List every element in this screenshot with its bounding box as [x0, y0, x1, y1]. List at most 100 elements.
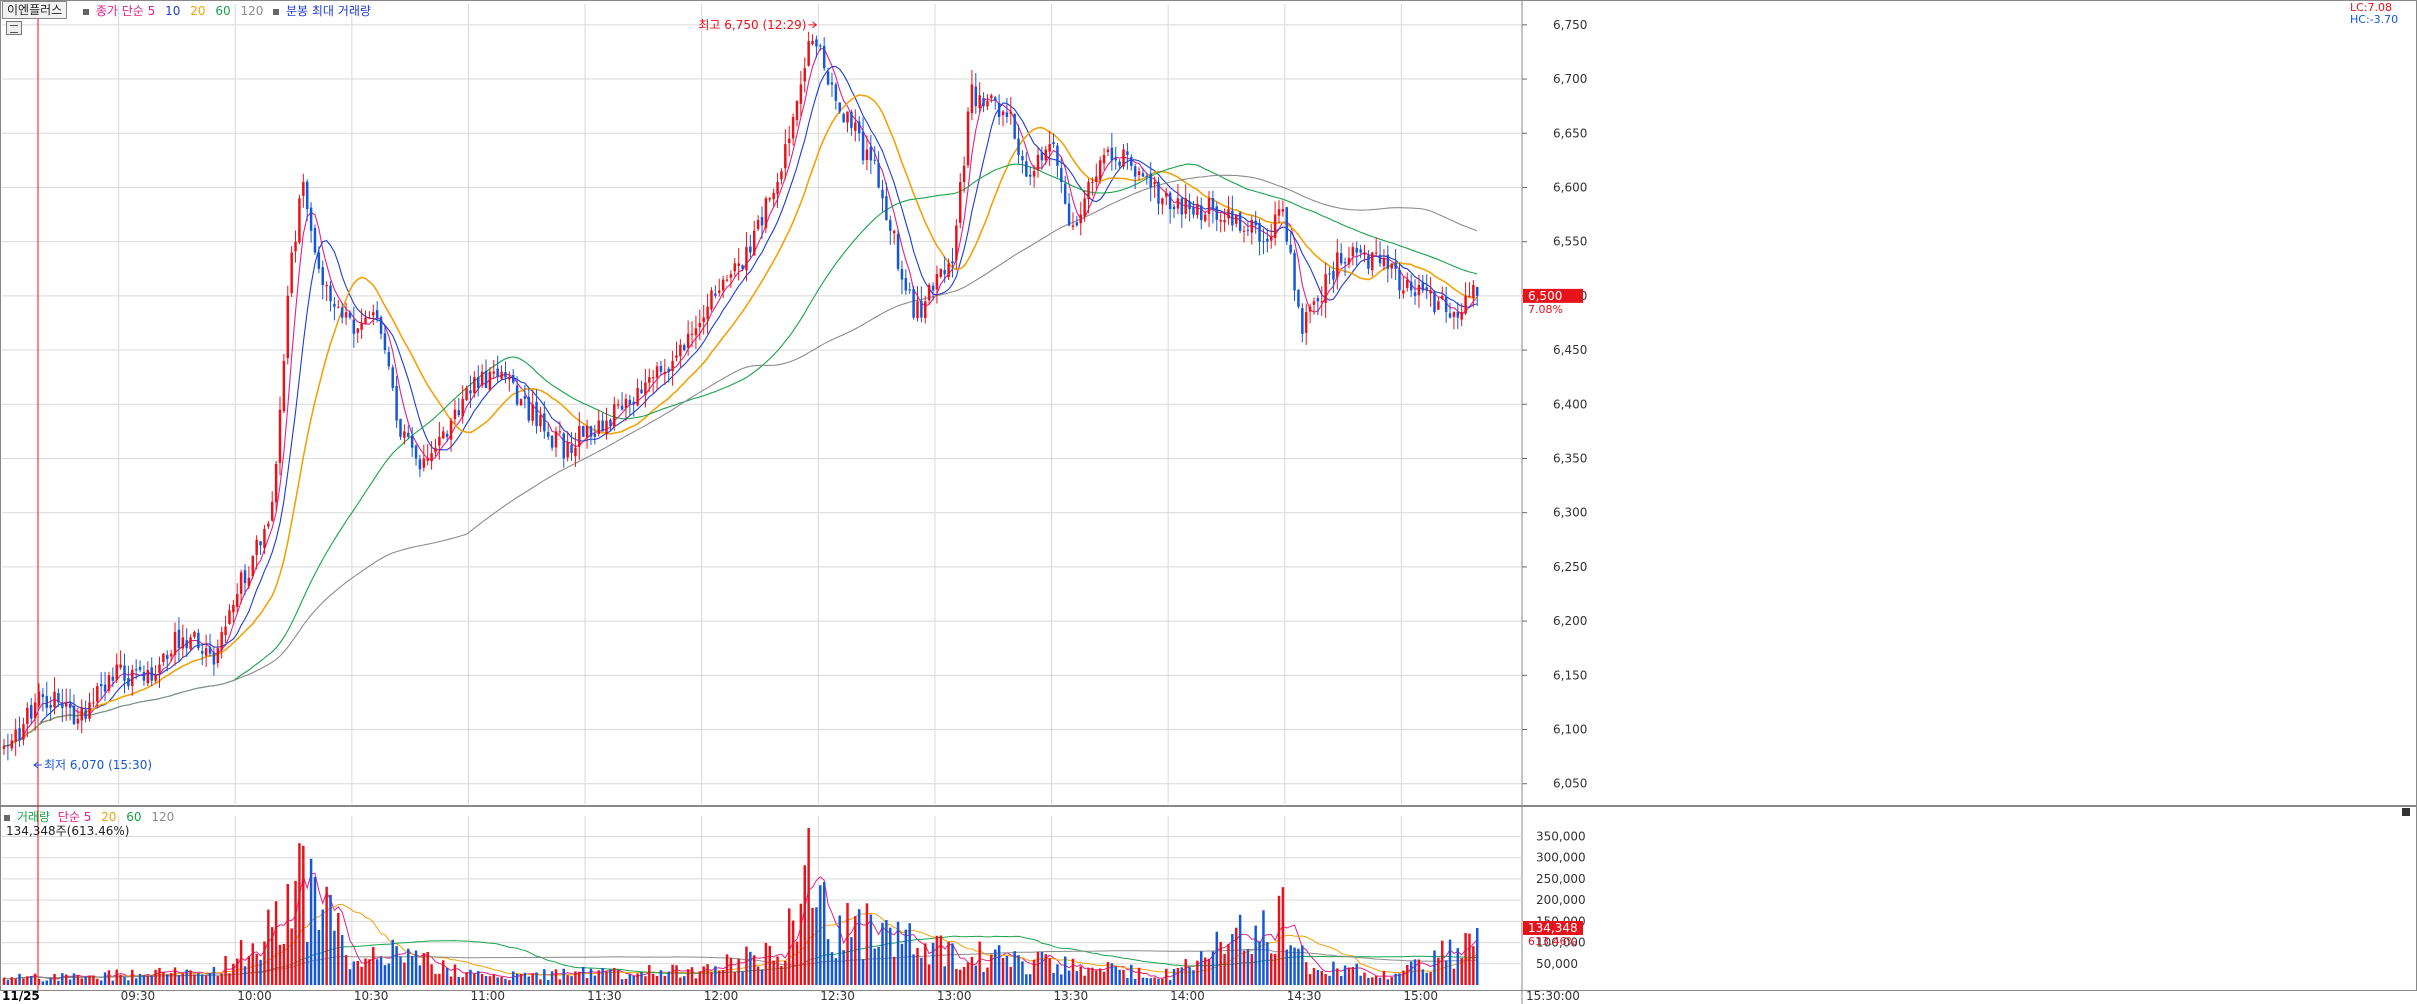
volume-bar [243, 966, 247, 985]
volume-bar [263, 941, 266, 985]
pane-toggle-icon[interactable] [2402, 808, 2410, 816]
volume-bar [721, 969, 725, 985]
candle-body [430, 453, 433, 462]
candle-body [1281, 209, 1285, 212]
volume-bar [29, 976, 33, 985]
volume-bar [2, 977, 6, 985]
volume-bar [1269, 953, 1273, 985]
volume-bar [601, 968, 604, 985]
volume-bar [1464, 932, 1467, 985]
candle-body [372, 312, 375, 316]
candle-body [201, 651, 204, 654]
candle-body [1402, 290, 1405, 294]
volume-bar [317, 929, 321, 985]
volume-bar [892, 956, 896, 985]
candle-body [1001, 111, 1005, 116]
candle-body [1336, 252, 1339, 278]
candle-body [970, 84, 974, 114]
candle-body [500, 371, 503, 379]
candle-body [1028, 174, 1032, 177]
candle-body [1417, 285, 1421, 296]
candle-body [216, 648, 220, 664]
volume-bar [683, 976, 686, 985]
volume-bar [1203, 957, 1207, 985]
volume-bar [61, 973, 64, 985]
volume-bar [589, 968, 593, 985]
volume-tick-label: 350,000 [1536, 829, 1586, 843]
stock-name-box[interactable]: 이엔플러스 [2, 1, 68, 19]
candle-body [1433, 291, 1436, 313]
candle-body [88, 702, 91, 719]
ma-period-120[interactable]: 120 [240, 4, 264, 18]
volume-bar [1394, 973, 1397, 985]
candle-body [325, 285, 328, 287]
volume-bar [679, 977, 682, 985]
candle-body [1238, 212, 1242, 231]
candle-body [990, 95, 993, 99]
candle-body [1075, 222, 1079, 226]
volume-bar [84, 976, 87, 985]
volume-bar [1468, 933, 1471, 985]
candles[interactable] [2, 31, 1479, 761]
candle-body [892, 230, 896, 234]
ma-period-20[interactable]: 20 [190, 4, 206, 18]
candle-body [1316, 298, 1320, 302]
volume-bar [166, 974, 169, 985]
ma-period-10[interactable]: 10 [165, 4, 181, 18]
candle-body [1137, 171, 1141, 176]
volume-bar [1114, 966, 1117, 985]
candle-body [997, 102, 1001, 117]
volume-bar [745, 946, 748, 985]
volume-bar [702, 966, 705, 985]
volume-bar [232, 963, 235, 985]
volume-bar [543, 969, 546, 985]
ma-period-60[interactable]: 60 [215, 4, 231, 18]
candle-body [1161, 198, 1164, 205]
candle-body [33, 702, 37, 719]
candle-body [193, 631, 196, 637]
settings-icon[interactable] [6, 21, 22, 35]
volume-bars[interactable] [2, 828, 1479, 985]
volume-bar [1417, 959, 1421, 985]
candle-body [476, 377, 480, 389]
volume-bar [1363, 972, 1366, 985]
candle-body [655, 366, 659, 378]
volume-bar [997, 945, 1001, 985]
volume-bar [496, 977, 499, 985]
time-tick-label: 10:00 [237, 989, 272, 1003]
candle-body [473, 377, 476, 394]
volume-bar [644, 976, 647, 985]
volume-bar [939, 935, 943, 985]
vol-ma-period-20[interactable]: 20 [101, 810, 117, 824]
volume-bar [278, 944, 282, 985]
volume-tick-label: 50,000 [1536, 957, 1578, 971]
time-tick-label: 14:30 [1287, 989, 1322, 1003]
candle-body [84, 710, 87, 719]
volume-bar [1312, 967, 1316, 985]
vol-ma-period-60[interactable]: 60 [126, 810, 142, 824]
candle-body [752, 230, 756, 256]
max-volume-label[interactable]: 분봉 최대 거래량 [286, 4, 371, 18]
volume-tick-label: 200,000 [1536, 893, 1586, 907]
candle-body [1374, 252, 1378, 254]
candle-body [212, 652, 216, 665]
candle-body [912, 289, 915, 318]
vol-ma-period-120[interactable]: 120 [151, 810, 175, 824]
volume-bar [99, 980, 103, 985]
ma-period-5[interactable]: 5 [147, 4, 156, 18]
candle-body [729, 274, 733, 278]
candle-body [857, 121, 861, 134]
candle-body [1126, 151, 1129, 155]
candle-body [166, 655, 169, 660]
volume-bar [546, 979, 550, 985]
candle-body [407, 432, 410, 437]
volume-bar [648, 965, 651, 985]
candle-body [61, 702, 64, 708]
volume-bar [395, 946, 398, 985]
candle-body [1141, 173, 1145, 177]
volume-bar [904, 929, 908, 985]
candle-body [943, 270, 946, 275]
volume-bar [527, 976, 531, 985]
vol-ma-period-5[interactable]: 5 [83, 810, 92, 824]
